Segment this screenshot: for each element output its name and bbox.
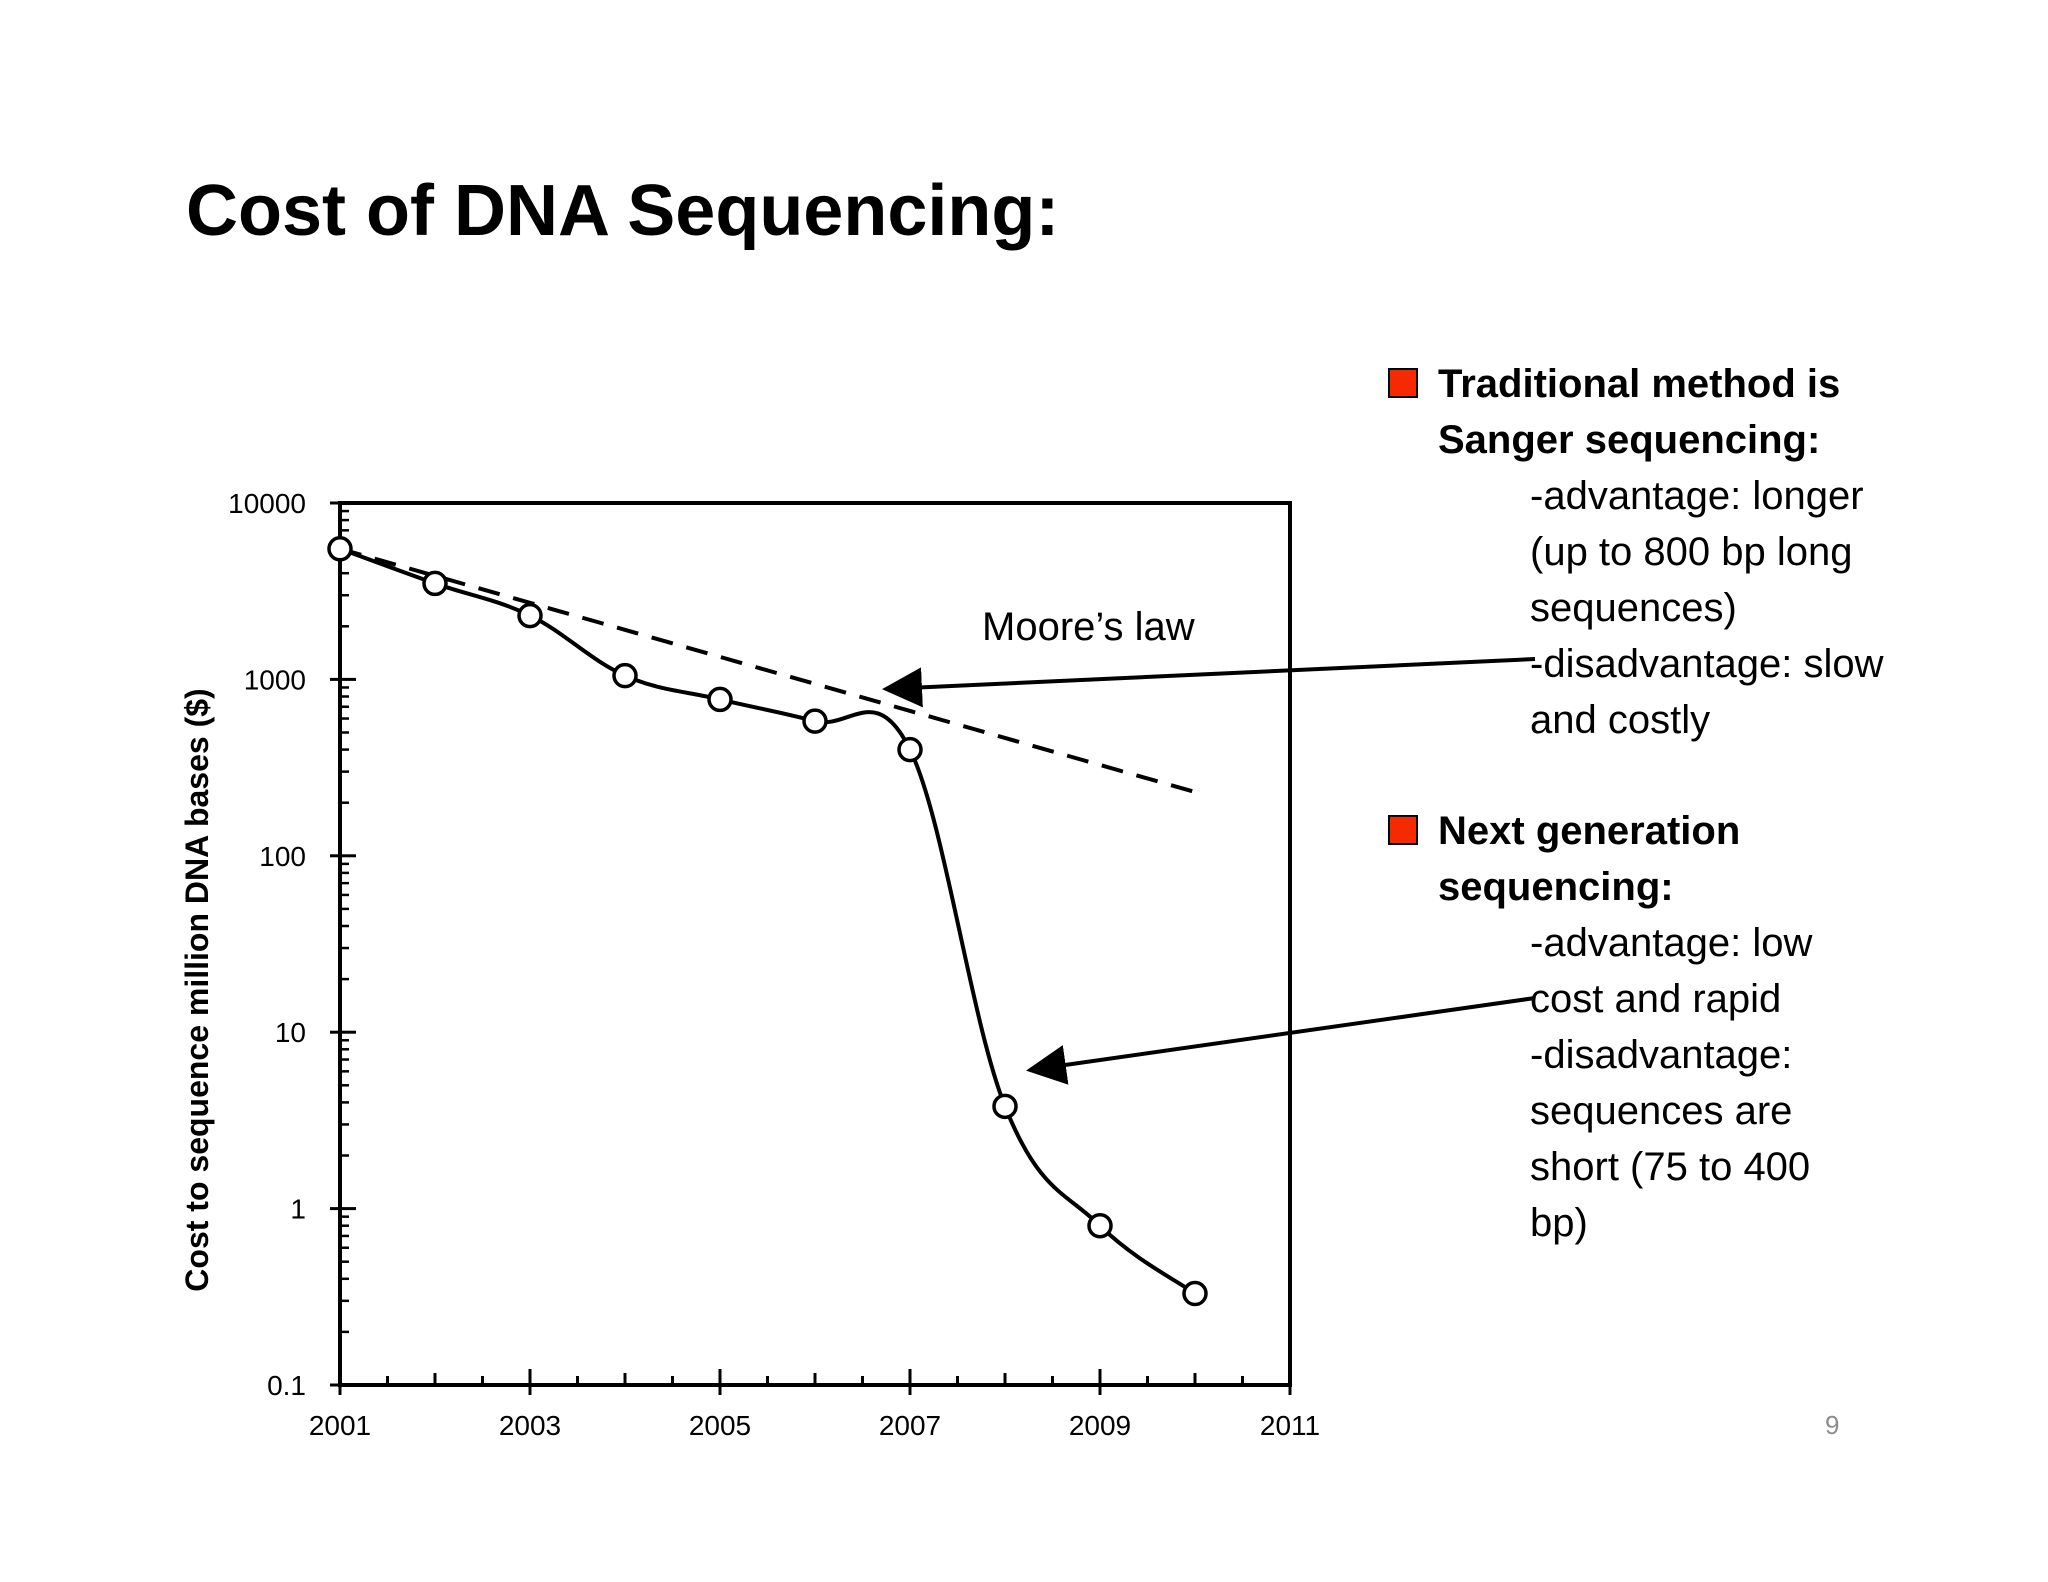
- y-tick-label: 100: [259, 841, 306, 872]
- bullet-next-gen: Next generation sequencing: -advantage: …: [1388, 803, 2008, 1251]
- chart-annotations: Moore’s law: [882, 605, 1536, 1085]
- data-point: [707, 686, 733, 713]
- data-point: [1182, 1280, 1208, 1307]
- y-tick-label: 0.1: [267, 1370, 306, 1401]
- y-tick-label: 1000: [244, 664, 306, 695]
- data-point: [517, 602, 543, 629]
- slide-title: Cost of DNA Sequencing:: [186, 171, 1060, 251]
- chart-ticks: 2001 2003 2005 2007 2009 2011 10000 1000 100 10 1 0…: [228, 488, 1320, 1441]
- bullet-heading: Next generation sequencing:: [1438, 809, 1741, 909]
- y-axis-label: Cost to sequence million DNA bases ($): [179, 688, 215, 1291]
- bullet-square-icon: [1388, 368, 1418, 398]
- arrow-to-moores-law: [882, 657, 1536, 708]
- x-tick-label: 2001: [309, 1410, 371, 1441]
- data-point: [612, 662, 638, 689]
- data-point: [802, 708, 828, 734]
- series-line-moores-law: [339, 546, 1196, 794]
- data-point: [422, 570, 448, 597]
- chart-points: [327, 536, 1208, 1307]
- bullet-square-icon: [1388, 815, 1418, 845]
- x-tick-label: 2003: [499, 1410, 561, 1441]
- bullet-sanger: Traditional method is Sanger sequencing:…: [1388, 356, 2008, 748]
- chart-series: [339, 546, 1197, 1296]
- bullet-heading: Traditional method is Sanger sequencing:: [1438, 362, 1841, 462]
- y-tick-label: 10: [275, 1017, 306, 1048]
- data-point: [897, 736, 923, 763]
- data-point: [992, 1093, 1018, 1120]
- x-tick-label: 2011: [1260, 1410, 1320, 1441]
- moores-law-label: Moore’s law: [982, 605, 1195, 649]
- data-point: [327, 536, 353, 562]
- bullet-details: -advantage: longer (up to 800 bp long se…: [1530, 474, 1884, 742]
- page-number: 9: [1825, 1410, 1840, 1440]
- data-point: [1087, 1212, 1113, 1239]
- x-tick-label: 2009: [1069, 1410, 1131, 1441]
- series-line-cost: [339, 546, 1197, 1296]
- bullet-details: -advantage: low cost and rapid -disadvan…: [1530, 921, 1813, 1245]
- x-tick-label: 2005: [689, 1410, 751, 1441]
- arrow-to-next-gen-drop: [1026, 996, 1536, 1085]
- y-tick-label: 10000: [228, 488, 306, 519]
- x-tick-label: 2007: [879, 1410, 941, 1441]
- y-tick-label: 1: [290, 1194, 306, 1225]
